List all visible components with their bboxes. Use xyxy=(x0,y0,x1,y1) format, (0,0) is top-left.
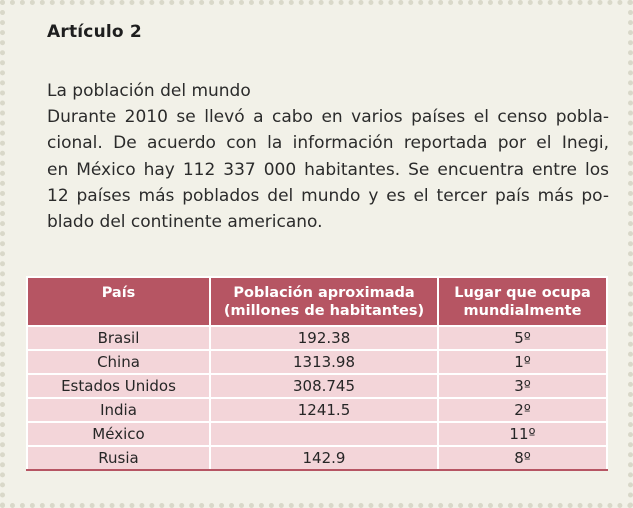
article-line-2: cional. De acuerdo con la información re… xyxy=(47,133,609,154)
population-table: País Población aproximada (millones de ha… xyxy=(26,276,608,471)
cell-population: 1241.5 xyxy=(209,397,439,423)
cell-rank: 2º xyxy=(437,397,608,423)
cell-country: Estados Unidos xyxy=(26,373,211,399)
cell-population: 1313.98 xyxy=(209,349,439,375)
cell-rank: 11º xyxy=(437,421,608,447)
table-row: China 1313.98 1º xyxy=(26,349,608,375)
article-line-4: 12 países más poblados del mundo y es el… xyxy=(47,185,609,206)
table-row: Estados Unidos 308.745 3º xyxy=(26,373,608,399)
article-title: Artículo 2 xyxy=(47,22,142,42)
table-row: India 1241.5 2º xyxy=(26,397,608,423)
header-rank: Lugar que ocupa mundialmente xyxy=(437,276,608,327)
cell-rank: 1º xyxy=(437,349,608,375)
cell-country: México xyxy=(26,421,211,447)
header-population: Población aproximada (millones de habitan… xyxy=(209,276,439,327)
cell-population: 142.9 xyxy=(209,445,439,471)
cell-country: India xyxy=(26,397,211,423)
article-body: La población del mundo Durante 2010 se l… xyxy=(47,78,609,235)
cell-population: 308.745 xyxy=(209,373,439,399)
cell-population xyxy=(209,421,439,447)
header-country: País xyxy=(26,276,211,327)
cell-country: Brasil xyxy=(26,325,211,351)
cell-population: 192.38 xyxy=(209,325,439,351)
article-line-5: blado del continente americano. xyxy=(47,212,323,233)
table-header-row: País Población aproximada (millones de ha… xyxy=(26,276,608,327)
cell-rank: 3º xyxy=(437,373,608,399)
cell-country: China xyxy=(26,349,211,375)
cell-rank: 5º xyxy=(437,325,608,351)
cell-rank: 8º xyxy=(437,445,608,471)
article-heading: La población del mundo xyxy=(47,81,251,101)
table-row: Rusia 142.9 8º xyxy=(26,445,608,471)
table-row: Brasil 192.38 5º xyxy=(26,325,608,351)
cell-country: Rusia xyxy=(26,445,211,471)
article-line-1: Durante 2010 se llevó a cabo en varios p… xyxy=(47,107,609,128)
table-row: México 11º xyxy=(26,421,608,447)
article-line-3: en México hay 112 337 000 habitantes. Se… xyxy=(47,159,609,180)
